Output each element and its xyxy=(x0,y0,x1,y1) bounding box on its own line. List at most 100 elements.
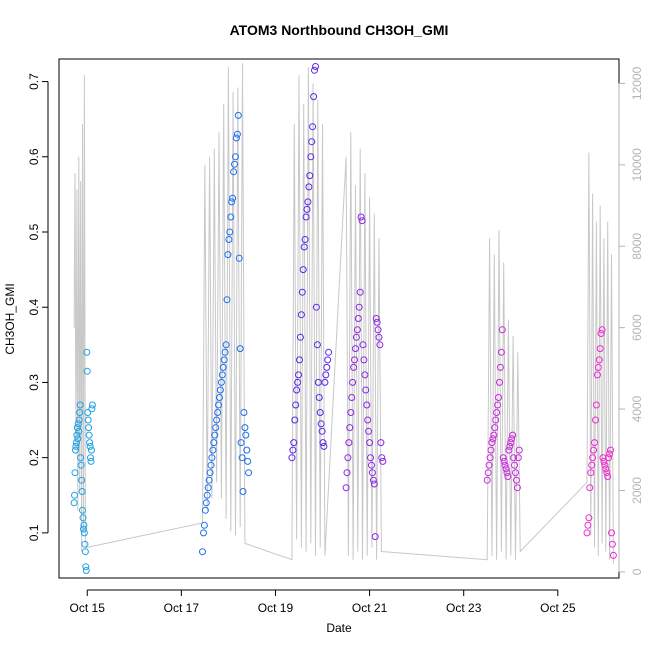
data-point xyxy=(82,563,90,571)
data-point xyxy=(494,401,502,409)
data-point xyxy=(220,356,228,364)
data-point xyxy=(234,111,242,119)
data-point xyxy=(242,431,250,439)
data-point xyxy=(308,138,316,146)
data-point xyxy=(509,431,517,439)
x-tick-label: Oct 23 xyxy=(446,601,482,615)
data-point xyxy=(305,183,313,191)
data-point xyxy=(210,439,218,447)
y-axis-label: CH3OH_GMI xyxy=(3,283,17,354)
data-point xyxy=(325,348,333,356)
data-point xyxy=(502,465,510,473)
data-point xyxy=(238,454,246,462)
data-point xyxy=(232,134,240,142)
data-point xyxy=(507,439,515,447)
data-point xyxy=(348,394,356,401)
data-point xyxy=(84,409,92,416)
data-point xyxy=(592,401,600,409)
data-point xyxy=(74,420,82,428)
data-point xyxy=(512,476,520,484)
data-point xyxy=(605,454,613,462)
data-point xyxy=(584,521,592,529)
data-point xyxy=(315,394,323,401)
data-point xyxy=(360,356,368,364)
data-point xyxy=(596,345,604,353)
data-point xyxy=(74,435,82,443)
data-point xyxy=(75,416,83,424)
data-point xyxy=(307,153,315,161)
data-point xyxy=(485,461,493,469)
data-point xyxy=(377,439,385,447)
data-point xyxy=(343,469,351,477)
data-point xyxy=(216,386,224,394)
data-point xyxy=(76,409,84,416)
data-point xyxy=(202,499,210,507)
x-axis-label: Date xyxy=(326,621,352,635)
data-point xyxy=(318,427,326,435)
data-point xyxy=(299,266,307,274)
data-point xyxy=(296,356,303,364)
data-point xyxy=(216,394,223,401)
data-point xyxy=(606,450,614,458)
data-point xyxy=(353,326,361,334)
data-point xyxy=(500,457,508,465)
data-point xyxy=(491,424,499,432)
data-point xyxy=(88,405,96,413)
data-point xyxy=(487,446,495,454)
data-point xyxy=(224,251,232,259)
data-point xyxy=(510,454,518,462)
data-point xyxy=(81,540,89,548)
data-point xyxy=(367,454,374,462)
data-point xyxy=(73,424,81,432)
data-point xyxy=(203,491,211,499)
data-point xyxy=(484,469,492,477)
data-point xyxy=(83,348,91,356)
data-point xyxy=(598,326,606,334)
right-tick-label: 4000 xyxy=(630,395,644,422)
data-point xyxy=(370,480,378,488)
data-point xyxy=(357,213,365,221)
data-point xyxy=(296,333,304,341)
data-point xyxy=(300,243,308,251)
data-point xyxy=(219,363,227,371)
data-point xyxy=(225,236,233,243)
data-point xyxy=(72,446,79,454)
right-tick-label: 12000 xyxy=(630,66,644,100)
data-point xyxy=(71,469,79,477)
data-point xyxy=(344,454,352,462)
data-point xyxy=(88,401,96,409)
data-point xyxy=(223,296,231,304)
data-point xyxy=(231,160,238,168)
data-point xyxy=(376,341,384,349)
y-tick-label: 0.3 xyxy=(27,374,41,391)
data-point xyxy=(501,461,509,469)
data-point xyxy=(241,424,249,432)
data-point xyxy=(321,378,329,386)
data-point xyxy=(208,454,216,462)
data-point xyxy=(512,469,519,477)
data-point xyxy=(77,461,85,469)
data-point xyxy=(585,514,593,522)
data-point xyxy=(361,371,369,379)
x-axis: Oct 15 Oct 17 Oct 19 Oct 21 Oct 23 Oct 25 xyxy=(70,589,576,615)
data-point xyxy=(608,529,615,537)
right-tick-label: 0 xyxy=(630,568,644,575)
data-point xyxy=(245,469,253,477)
data-point xyxy=(312,303,320,311)
data-point xyxy=(233,130,241,138)
altitude-trace xyxy=(73,63,614,564)
data-point xyxy=(206,469,214,477)
data-point xyxy=(369,476,377,484)
x-tick-label: Oct 17 xyxy=(164,601,200,615)
data-point xyxy=(288,454,296,462)
data-point xyxy=(310,93,318,101)
data-point xyxy=(587,469,595,477)
data-point xyxy=(71,491,78,499)
data-point xyxy=(490,431,498,439)
data-point xyxy=(314,378,322,386)
right-tick-label: 2000 xyxy=(630,477,644,504)
x-tick-label: Oct 25 xyxy=(540,601,576,615)
data-point xyxy=(503,469,511,477)
data-point xyxy=(323,363,331,371)
